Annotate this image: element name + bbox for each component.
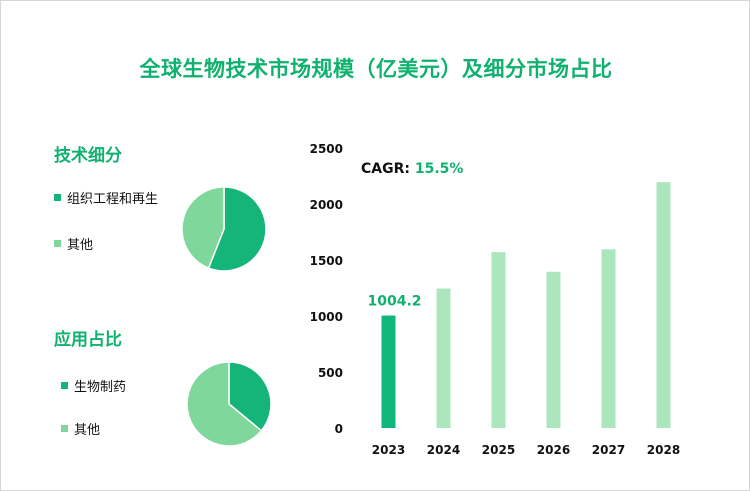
tech-legend-swatch-1 <box>54 194 61 201</box>
bar-2023 <box>381 315 396 428</box>
app-pie-slice-1 <box>228 361 272 432</box>
x-tick-label-2025: 2025 <box>482 443 515 457</box>
bar-2024 <box>436 288 451 428</box>
x-tick-label-2026: 2026 <box>537 443 570 457</box>
bar-2026 <box>546 271 561 428</box>
bar-2028 <box>656 182 671 428</box>
tech-section-heading: 技术细分 <box>54 146 122 166</box>
cagr-label: CAGR: <box>361 161 410 177</box>
tech-legend-item-1: 组织工程和再生 <box>54 188 158 207</box>
y-tick-label-0: 0 <box>335 422 343 436</box>
y-tick-label-4: 2000 <box>310 198 343 212</box>
tech-legend-item-2: 其他 <box>54 234 93 253</box>
x-tick-label-2028: 2028 <box>647 443 680 457</box>
x-tick-label-2024: 2024 <box>427 443 460 457</box>
tech-pie-chart <box>181 186 267 272</box>
y-tick-label-1: 500 <box>318 366 343 380</box>
app-legend-item-1: 生物制药 <box>61 376 126 395</box>
tech-pie-slice-2 <box>181 186 225 270</box>
app-section-heading: 应用占比 <box>54 330 122 350</box>
app-legend-swatch-2 <box>61 425 68 432</box>
app-legend-swatch-1 <box>61 382 68 389</box>
app-legend-label-1: 生物制药 <box>74 380 127 395</box>
cagr-value: 15.5% <box>414 161 464 177</box>
data-label-2023: 1004.2 <box>367 294 421 310</box>
app-pie-chart <box>186 361 272 447</box>
app-legend-item-2: 其他 <box>61 419 100 438</box>
page-title: 全球生物技术市场规模（亿美元）及细分市场占比 <box>139 57 613 81</box>
x-tick-label-2023: 2023 <box>372 443 405 457</box>
x-tick-label-2027: 2027 <box>592 443 625 457</box>
market-size-bar-chart: 0 500 1000 1500 2000 2500 2023 1004.2 2024 2025 20… <box>310 142 681 457</box>
y-tick-label-3: 1500 <box>310 254 343 268</box>
bar-2027 <box>601 249 616 428</box>
tech-pie-slice-1 <box>207 186 267 272</box>
app-legend-label-2: 其他 <box>74 423 101 438</box>
tech-legend-swatch-2 <box>54 240 61 247</box>
tech-legend-label-1: 组织工程和再生 <box>67 192 159 207</box>
tech-legend-label-2: 其他 <box>67 238 94 253</box>
y-tick-label-2: 1000 <box>310 310 343 324</box>
cagr-annotation: CAGR: 15.5% <box>361 161 463 177</box>
y-tick-label-5: 2500 <box>310 142 343 156</box>
bar-2025 <box>491 252 506 428</box>
app-pie-slice-2 <box>186 361 263 447</box>
